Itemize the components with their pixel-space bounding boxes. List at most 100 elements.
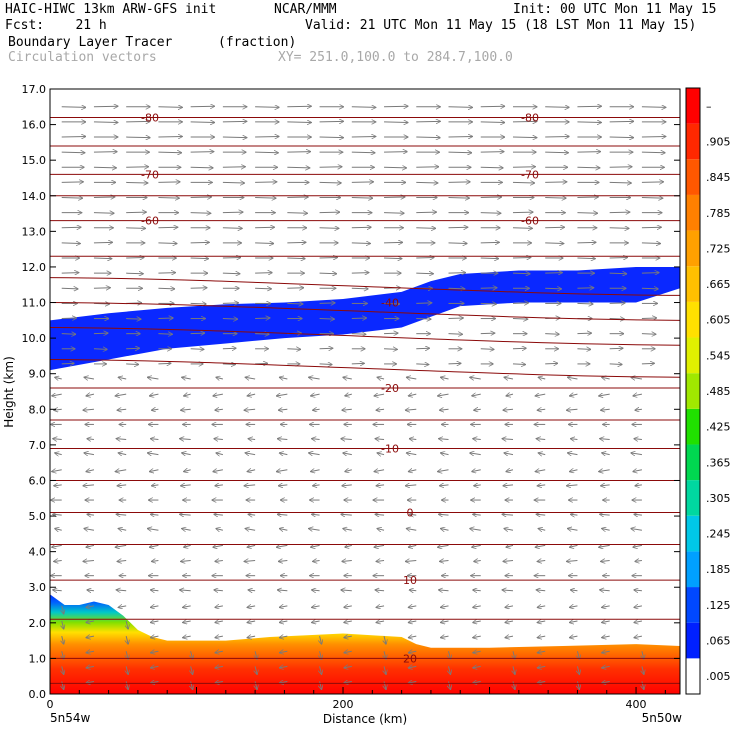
circulation-vector <box>222 121 247 122</box>
colorbar-swatch <box>686 266 700 302</box>
circulation-vector <box>502 514 514 515</box>
circulation-vector <box>408 636 417 638</box>
colorbar-swatch <box>686 480 700 516</box>
circulation-vector <box>213 545 223 547</box>
circulation-vector <box>279 666 288 668</box>
circulation-vector <box>634 590 642 591</box>
circulation-vector <box>279 377 288 379</box>
y-tick-label: 13.0 <box>22 225 47 238</box>
circulation-vector <box>641 152 665 153</box>
circulation-vector <box>126 167 148 168</box>
colorbar-label: .725 <box>706 242 731 255</box>
circulation-vector <box>570 439 578 440</box>
circulation-vector <box>641 107 666 108</box>
circulation-vector <box>87 590 95 591</box>
circulation-vector <box>633 394 643 396</box>
circulation-vector <box>287 288 303 289</box>
colorbar-swatch <box>686 194 700 231</box>
circulation-vector <box>126 364 138 365</box>
circulation-vector <box>376 409 385 410</box>
circulation-vector <box>190 152 214 153</box>
circulation-vector <box>117 561 127 562</box>
circulation-vector <box>602 636 610 638</box>
circulation-vector <box>635 561 642 562</box>
circulation-vector <box>158 288 174 289</box>
circulation-vector <box>377 377 385 379</box>
circulation-vector <box>287 152 310 153</box>
circulation-vector <box>384 197 405 198</box>
circulation-vector <box>351 136 376 137</box>
circulation-vector <box>287 167 309 168</box>
circulation-vector <box>151 409 159 410</box>
temperature-contour <box>49 116 681 119</box>
circulation-vector <box>473 621 481 623</box>
circulation-vector <box>512 273 530 274</box>
circulation-vector <box>182 453 191 455</box>
circulation-vector <box>62 620 64 629</box>
circulation-vector <box>438 470 449 472</box>
circulation-vector <box>215 682 223 684</box>
contour-label: -80 <box>141 111 159 124</box>
circulation-vector <box>93 242 113 243</box>
circulation-vector <box>343 528 352 530</box>
circulation-vector <box>341 514 352 515</box>
circulation-vector <box>93 197 115 198</box>
circulation-vector <box>61 318 77 319</box>
circulation-vector <box>480 303 497 304</box>
circulation-vector <box>641 288 658 289</box>
circulation-vector <box>505 621 514 623</box>
circulation-vector <box>439 439 449 440</box>
circulation-vector <box>61 363 74 364</box>
colorbar-swatch <box>686 444 700 481</box>
circulation-vector <box>222 257 241 258</box>
circulation-vector <box>248 439 256 440</box>
circulation-vector <box>577 197 598 198</box>
circulation-vector <box>545 227 564 228</box>
circulation-vector <box>115 470 127 472</box>
circulation-vector <box>384 303 400 304</box>
circulation-vector <box>277 514 288 515</box>
circulation-vector <box>512 167 535 168</box>
circulation-vector <box>570 514 578 515</box>
circulation-vector <box>384 242 403 243</box>
circulation-vector <box>319 121 344 122</box>
circulation-vector <box>537 666 546 668</box>
circulation-vector <box>448 136 473 137</box>
circulation-vector <box>279 528 288 530</box>
circulation-vector <box>116 439 127 440</box>
temperature-contour <box>49 479 681 482</box>
circulation-vector <box>641 243 661 244</box>
contour-label: -70 <box>521 168 539 181</box>
circulation-vector <box>53 514 62 515</box>
circulation-vector <box>158 363 170 364</box>
circulation-vector <box>470 528 481 530</box>
circulation-vector <box>538 528 546 530</box>
circulation-vector <box>351 363 364 364</box>
circulation-vector <box>93 122 118 123</box>
circulation-vector <box>438 394 449 396</box>
circulation-vector <box>480 333 495 334</box>
circulation-vector <box>181 561 191 562</box>
circulation-vector <box>116 590 127 591</box>
circulation-vector <box>287 122 311 123</box>
contour-label: -10 <box>381 442 399 455</box>
circulation-vector <box>158 198 179 199</box>
circulation-vector <box>278 485 288 486</box>
x-tick-label: 400 <box>626 698 647 711</box>
circulation-vector <box>448 107 473 108</box>
circulation-vector <box>61 273 79 274</box>
circulation-vector <box>287 349 300 350</box>
colorbar-label: .605 <box>706 314 731 327</box>
circulation-vector <box>440 561 449 562</box>
circulation-vector <box>448 273 466 274</box>
circulation-vector <box>634 514 642 515</box>
circulation-vector <box>545 107 569 108</box>
circulation-vector <box>255 136 279 137</box>
circulation-vector <box>313 485 320 486</box>
circulation-vector <box>351 273 369 274</box>
circulation-vector <box>184 545 191 547</box>
circulation-vector <box>513 666 515 674</box>
circulation-vector <box>351 182 374 183</box>
temperature-contour <box>49 277 681 296</box>
circulation-vector <box>287 197 308 198</box>
